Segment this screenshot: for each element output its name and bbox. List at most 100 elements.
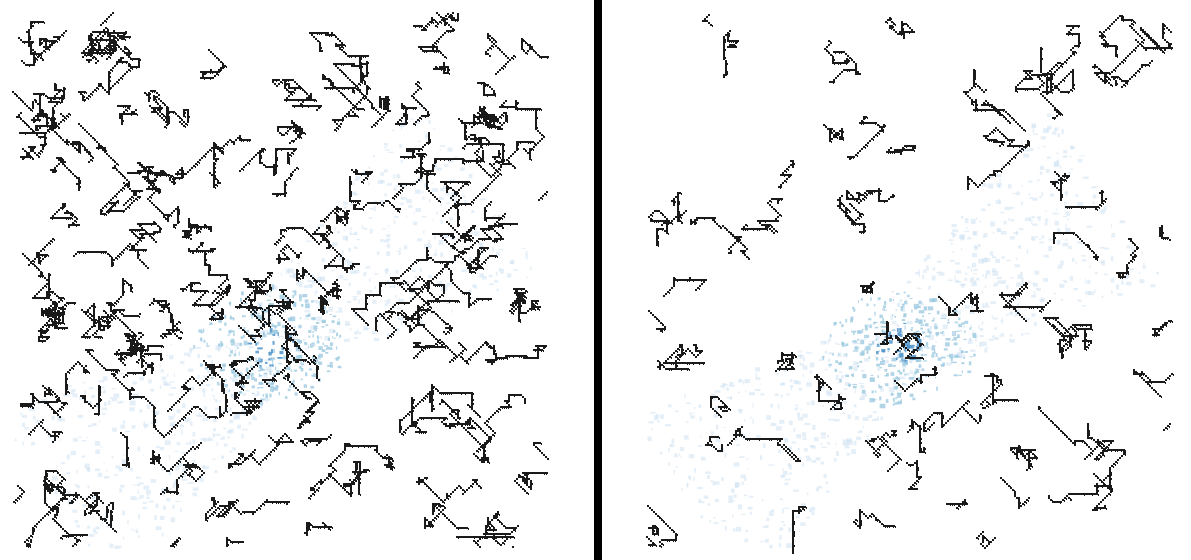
urban-patch	[320, 276, 326, 282]
boundary-pixel	[450, 493, 452, 495]
boundary-pixel	[126, 450, 128, 452]
boundary-pixel	[22, 403, 24, 405]
urban-patch	[264, 359, 270, 362]
boundary-pixel	[518, 484, 520, 486]
boundary-pixel	[340, 208, 342, 210]
boundary-pixel	[137, 244, 138, 246]
boundary-pixel	[143, 262, 144, 264]
boundary-pixel	[51, 320, 53, 322]
urban-patch	[257, 347, 263, 350]
urban-core-patch	[298, 354, 303, 358]
boundary-pixel	[91, 319, 93, 321]
boundary-pixel	[177, 214, 179, 216]
boundary-pixel	[178, 486, 179, 488]
boundary-pixel	[280, 81, 282, 83]
boundary-pixel	[170, 321, 172, 323]
boundary-pixel	[530, 480, 532, 482]
urban-patch	[172, 408, 175, 411]
boundary-pixel	[358, 101, 360, 103]
boundary-pixel	[405, 281, 406, 283]
boundary-pixel	[171, 215, 172, 217]
boundary-pixel	[487, 359, 489, 361]
boundary-pixel	[98, 324, 100, 326]
boundary-pixel	[63, 91, 65, 93]
boundary-pixel	[56, 517, 57, 519]
boundary-pixel	[38, 521, 40, 523]
boundary-pixel	[32, 25, 34, 27]
boundary-pixel	[30, 25, 32, 27]
urban-patch	[207, 355, 212, 358]
boundary-pixel	[110, 510, 112, 512]
boundary-pixel	[324, 298, 325, 300]
urban-core-patch	[212, 315, 217, 319]
boundary-pixel	[286, 99, 288, 101]
boundary-pixel	[90, 96, 91, 98]
urban-patch	[88, 387, 94, 390]
urban-core-patch	[331, 320, 335, 323]
urban-patch	[87, 485, 90, 489]
boundary-pixel	[296, 275, 298, 277]
urban-patch	[267, 318, 269, 321]
boundary-pixel	[482, 228, 484, 230]
boundary-pixel	[145, 231, 147, 233]
urban-patch	[387, 279, 390, 283]
boundary-pixel	[358, 487, 360, 489]
urban-core-patch	[294, 369, 298, 372]
boundary-pixel	[505, 100, 507, 102]
boundary-pixel	[28, 406, 29, 408]
boundary-pixel	[178, 337, 180, 339]
boundary-pixel	[72, 145, 74, 147]
boundary-pixel	[274, 380, 275, 382]
boundary-pixel	[169, 408, 171, 410]
urban-patch	[433, 253, 438, 256]
urban-patch	[488, 274, 493, 278]
boundary-pixel	[454, 243, 456, 245]
boundary-pixel	[44, 502, 46, 504]
boundary-pixel	[223, 412, 225, 414]
boundary-pixel	[434, 158, 436, 160]
urban-patch	[442, 185, 449, 190]
boundary-pixel	[186, 472, 187, 474]
boundary-pixel	[48, 255, 49, 257]
boundary-pixel	[427, 111, 429, 113]
boundary-pixel	[458, 158, 460, 160]
boundary-pixel	[141, 237, 143, 239]
boundary-pixel	[117, 309, 119, 311]
urban-core-patch	[301, 363, 304, 365]
boundary-pixel	[369, 171, 371, 173]
urban-core-patch	[332, 336, 334, 338]
urban-core-patch	[222, 363, 226, 368]
boundary-pixel	[41, 310, 43, 312]
boundary-pixel	[159, 229, 161, 231]
boundary-pixel	[276, 448, 277, 450]
boundary-pixel	[42, 326, 44, 328]
boundary-pixel	[64, 117, 66, 119]
urban-patch	[189, 440, 191, 444]
boundary-pixel	[336, 222, 338, 224]
boundary-pixel	[88, 39, 90, 41]
boundary-pixel	[500, 236, 502, 238]
boundary-pixel	[297, 134, 299, 136]
boundary-pixel	[38, 260, 40, 262]
boundary-pixel	[529, 156, 531, 158]
boundary-pixel	[537, 54, 539, 56]
boundary-pixel	[46, 322, 48, 324]
boundary-pixel	[488, 238, 490, 240]
urban-patch	[277, 357, 283, 359]
boundary-pixel	[60, 323, 61, 325]
boundary-pixel	[240, 455, 242, 457]
urban-patch	[374, 286, 376, 289]
boundary-pixel	[22, 406, 23, 408]
boundary-pixel	[241, 375, 242, 377]
urban-patch	[374, 273, 379, 275]
boundary-pixel	[126, 464, 128, 466]
urban-core-patch	[238, 327, 240, 329]
boundary-pixel	[64, 535, 66, 537]
boundary-pixel	[26, 539, 28, 541]
boundary-pixel	[140, 336, 142, 338]
urban-core-patch	[268, 352, 272, 356]
boundary-pixel	[98, 322, 100, 324]
boundary-pixel	[124, 356, 126, 358]
urban-patch	[286, 349, 293, 352]
urban-patch	[308, 330, 312, 333]
